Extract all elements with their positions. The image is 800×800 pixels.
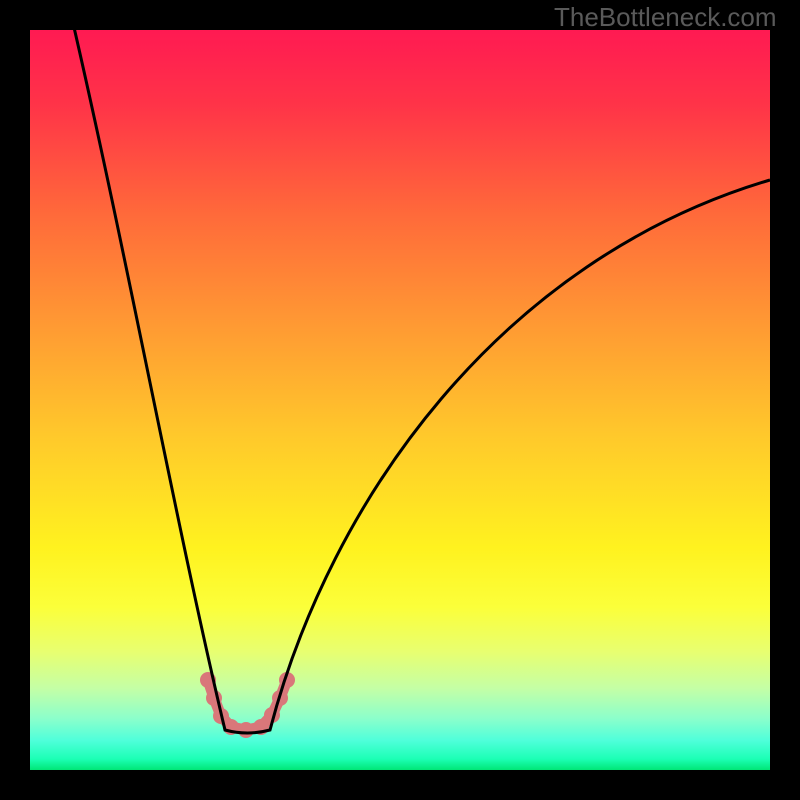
watermark-text: TheBottleneck.com [554,2,777,33]
valley-marker-dot [238,722,254,738]
curve-layer [0,0,800,800]
bottleneck-curve [70,10,770,733]
chart-frame: TheBottleneck.com [0,0,800,800]
